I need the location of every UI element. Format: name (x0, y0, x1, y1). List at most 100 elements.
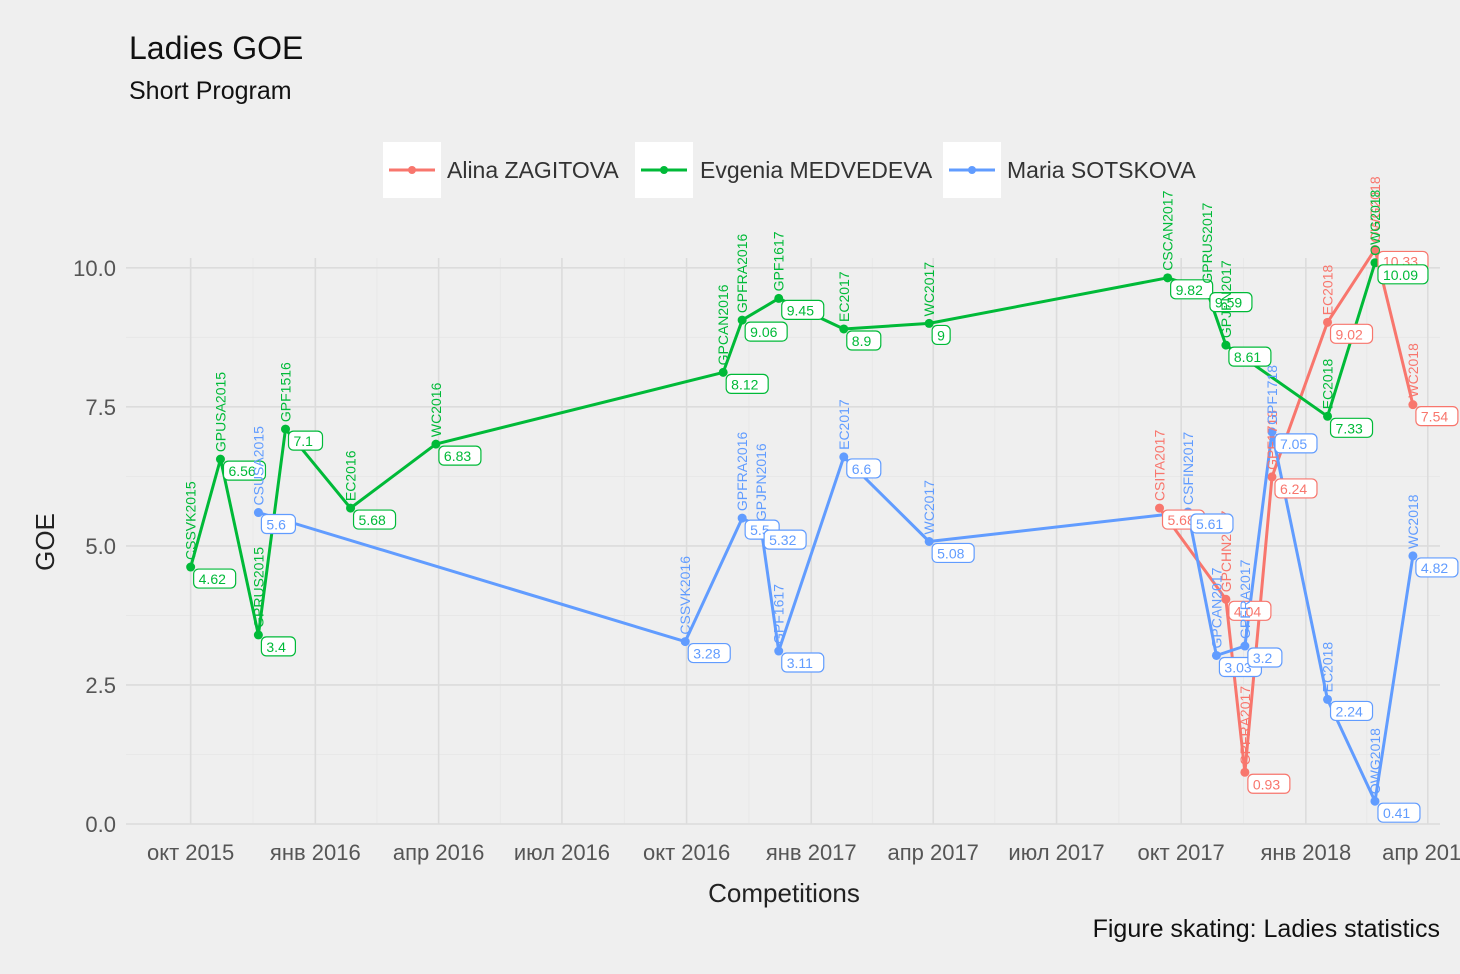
value-label: 4.62 (199, 571, 226, 587)
competition-label: GPF1718 (1264, 410, 1280, 470)
y-axis-title: GOE (30, 513, 60, 571)
x-tick-label: окт 2017 (1138, 840, 1225, 865)
data-point (253, 630, 263, 640)
value-label-box (260, 513, 297, 535)
competition-label: EC2018 (1320, 264, 1336, 315)
value-label-box (846, 458, 882, 479)
data-point (1267, 472, 1277, 482)
competition-label: OWG2018 (1367, 176, 1383, 242)
value-label-box (1415, 557, 1459, 578)
competition-label: GPF1516 (278, 362, 294, 422)
value-label: 9.06 (750, 324, 777, 340)
value-label-box (1415, 406, 1459, 427)
value-label: 4.04 (1234, 603, 1261, 619)
chart-subtitle: Short Program (129, 77, 292, 105)
data-point (346, 503, 356, 513)
value-label: 6.6 (852, 461, 872, 477)
data-point (253, 508, 263, 518)
data-point (680, 637, 690, 647)
competition-label: OWG2018 (1367, 189, 1383, 255)
value-label: 6.56 (228, 463, 255, 479)
data-point (737, 513, 747, 523)
competition-label: GPF1617 (771, 231, 787, 291)
data-point (1370, 258, 1380, 268)
value-label: 9.02 (1336, 326, 1363, 342)
x-tick-label: июл 2016 (514, 840, 610, 865)
value-label-box (352, 509, 397, 530)
data-point (1221, 340, 1231, 350)
value-label: 9.59 (1215, 295, 1242, 311)
legend-item: Evgenia MEDVEDEVA (635, 142, 933, 198)
value-label-box (1329, 417, 1374, 438)
competition-label: WC2017 (921, 480, 937, 535)
competition-label: EC2018 (1320, 358, 1336, 409)
value-label-box (781, 299, 825, 320)
value-label-box (1377, 802, 1421, 823)
value-label: 5.6 (266, 517, 286, 533)
value-label: 7.05 (1280, 436, 1307, 452)
data-point (431, 439, 441, 449)
value-label: 4.82 (1421, 560, 1448, 576)
value-label: 5.68 (1168, 512, 1195, 528)
value-label: 9 (937, 327, 945, 343)
value-label-box (260, 636, 297, 657)
x-tick-label: окт 2015 (147, 840, 234, 865)
value-label-box (1228, 600, 1272, 621)
data-point (1323, 411, 1333, 421)
legend-label: Alina ZAGITOVA (447, 157, 619, 183)
chart-caption: Figure skating: Ladies statistics (1093, 915, 1440, 943)
data-point (1370, 244, 1380, 254)
competition-label: CSSVK2015 (183, 481, 199, 560)
data-point (1211, 650, 1221, 660)
value-label: 6.83 (444, 448, 471, 464)
value-label-box (1209, 292, 1253, 313)
data-point (1163, 273, 1173, 283)
value-label: 8.12 (731, 376, 758, 392)
competition-label: EC2017 (836, 399, 852, 450)
value-label: 3.2 (1253, 650, 1273, 666)
value-label: 6.24 (1280, 481, 1307, 497)
value-label-box (438, 445, 482, 466)
competition-label: GPF1718 (1264, 365, 1280, 425)
data-point (1370, 796, 1380, 806)
legend-item: Alina ZAGITOVA (383, 142, 619, 198)
value-label: 0.41 (1383, 805, 1410, 821)
data-point (737, 315, 747, 325)
value-label: 10.09 (1383, 267, 1418, 283)
value-label: 3.11 (787, 655, 813, 671)
data-point (215, 454, 225, 464)
data-point (774, 293, 784, 303)
competition-label: WC2017 (921, 262, 937, 317)
x-tick-label: апр 2017 (887, 840, 978, 865)
value-label: 9.82 (1176, 282, 1203, 298)
value-label: 2.24 (1336, 703, 1363, 719)
value-label-box (1377, 264, 1429, 285)
x-tick-label: окт 2016 (643, 840, 730, 865)
value-label-box (744, 321, 788, 342)
value-label-box (931, 542, 975, 564)
value-label-box (1274, 433, 1318, 454)
data-point (774, 646, 784, 656)
value-label-box (222, 460, 267, 481)
data-point (1408, 551, 1418, 561)
value-label-box (1247, 647, 1283, 668)
competition-label: WC2016 (428, 382, 444, 437)
data-point (1323, 694, 1333, 704)
value-label-box (725, 373, 769, 394)
competition-label: WC2018 (1405, 343, 1421, 398)
data-point (1155, 503, 1165, 513)
value-label-box (846, 330, 882, 351)
value-label: 3.28 (693, 646, 720, 662)
value-label-box (193, 568, 237, 589)
data-point (1221, 594, 1231, 604)
data-point (1408, 400, 1418, 410)
x-tick-label: апр 2018 (1382, 840, 1460, 865)
value-label-box (287, 430, 324, 451)
y-tick-label: 2.5 (85, 673, 116, 698)
legend-label: Maria SOTSKOVA (1007, 157, 1196, 183)
y-tick-label: 0.0 (85, 812, 116, 837)
competition-label: GPCAN2016 (715, 284, 731, 365)
